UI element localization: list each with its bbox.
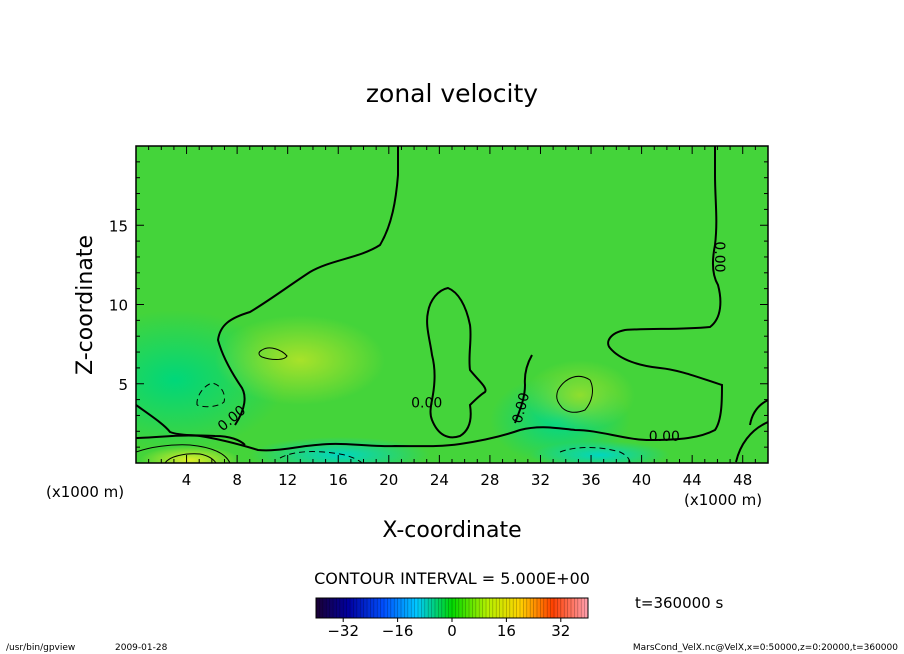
colorbar-stripes (319, 598, 585, 618)
contour-label: 0.00 (510, 391, 534, 425)
y-tick-label: 5 (118, 376, 128, 394)
x-tick-label: 8 (232, 471, 242, 489)
x-tick-label: 16 (329, 471, 348, 489)
colorbar-tick-label: 32 (551, 622, 570, 640)
footer-source: MarsCond_VelX.nc@VelX,x=0:50000,z=0:2000… (633, 643, 898, 653)
y-axis-ticks: 5 10 15 (109, 161, 768, 448)
x-tick-label: 36 (581, 471, 600, 489)
positive-contours (136, 347, 593, 463)
contour-label: 0.00 (411, 396, 442, 412)
zero-contours (136, 146, 768, 463)
x-axis-label: X-coordinate (382, 518, 521, 543)
footer-date: 2009-01-28 (115, 643, 168, 653)
x-tick-label: 32 (531, 471, 550, 489)
x-tick-label: 20 (379, 471, 398, 489)
colorbar-tick-label: −16 (382, 622, 414, 640)
x-axis-ticks: 4 8 12 16 20 24 28 32 36 40 44 48 (148, 146, 756, 489)
y-tick-label: 10 (109, 297, 128, 315)
time-label: t=360000 s (635, 594, 723, 612)
x-tick-label: 12 (278, 471, 297, 489)
x-axis-unit-left: (x1000 m) (46, 483, 124, 501)
x-tick-label: 40 (632, 471, 651, 489)
chart-title: zonal velocity (366, 79, 538, 108)
x-tick-label: 4 (182, 471, 192, 489)
colorbar-tick-label: 0 (447, 622, 457, 640)
colorbar-tick-label: 16 (497, 622, 516, 640)
contour-label: 0.00 (649, 429, 680, 445)
contour-label: 0.00 (711, 241, 727, 272)
y-tick-label: 15 (109, 217, 128, 235)
colorbar (316, 598, 588, 618)
x-tick-label: 48 (733, 471, 752, 489)
x-tick-label: 44 (683, 471, 702, 489)
x-tick-label: 28 (480, 471, 499, 489)
plot-field: 0.00 0.00 0.000.000.00 (136, 146, 768, 463)
footer-program: /usr/bin/gpview (6, 643, 75, 653)
x-tick-label: 24 (430, 471, 449, 489)
y-axis-label: Z-coordinate (73, 235, 98, 375)
x-axis-unit-right: (x1000 m) (684, 491, 762, 509)
colorbar-tick-label: −32 (327, 622, 359, 640)
contour-interval: CONTOUR INTERVAL = 5.000E+00 (314, 569, 590, 588)
colorbar-ticks: −32 −16 0 16 32 (327, 618, 570, 640)
